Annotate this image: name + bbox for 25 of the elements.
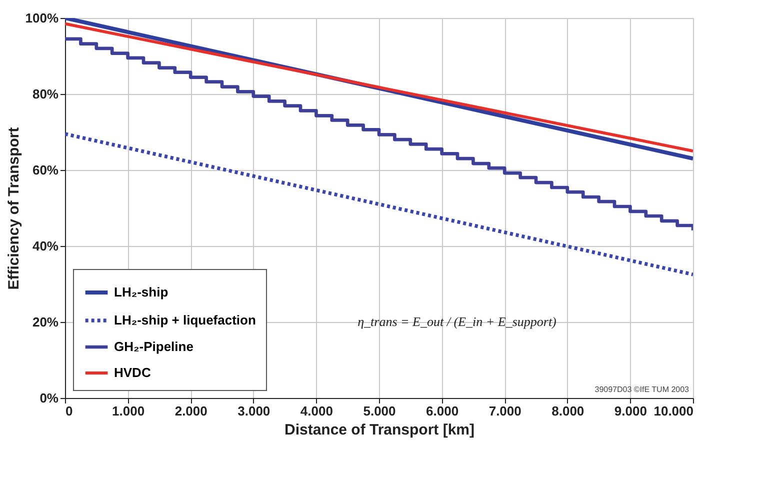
x-tick-label: 10.000	[654, 404, 694, 418]
y-tick-label: 20%	[32, 314, 59, 330]
x-tick-label: 5.000	[363, 404, 396, 418]
legend-label: LH₂-ship	[114, 284, 168, 300]
y-tick-label: 0%	[40, 390, 59, 406]
x-axis-title: Distance of Transport [km]	[284, 422, 475, 438]
x-tick-label: 6.000	[426, 404, 459, 418]
annotation: 39097D03 ©IfE TUM 2003	[594, 385, 690, 394]
y-tick-label: 40%	[32, 238, 59, 254]
x-tick-label: 3.000	[238, 404, 270, 418]
legend-label: LH₂-ship + liquefaction	[114, 312, 256, 328]
y-axis-title: Efficiency of Transport	[5, 127, 22, 290]
y-tick-label: 60%	[32, 162, 59, 178]
x-tick-label: 1.000	[112, 404, 145, 418]
legend-label: GH₂-Pipeline	[114, 339, 194, 354]
legend-label: HVDC	[114, 365, 152, 380]
x-tick-label: 8.000	[552, 404, 584, 418]
x-tick-label: 7.000	[488, 404, 522, 418]
x-tick-label: 4.000	[300, 404, 333, 418]
x-tick-label: 9.000	[614, 404, 647, 418]
y-tick-label: 80%	[32, 86, 59, 102]
y-tick-label: 100%	[25, 10, 59, 26]
annotation: η_trans = E_out / (E_in + E_support)	[358, 314, 556, 329]
x-tick-label: 2.000	[174, 404, 208, 418]
x-tick-label: 0	[66, 404, 73, 418]
